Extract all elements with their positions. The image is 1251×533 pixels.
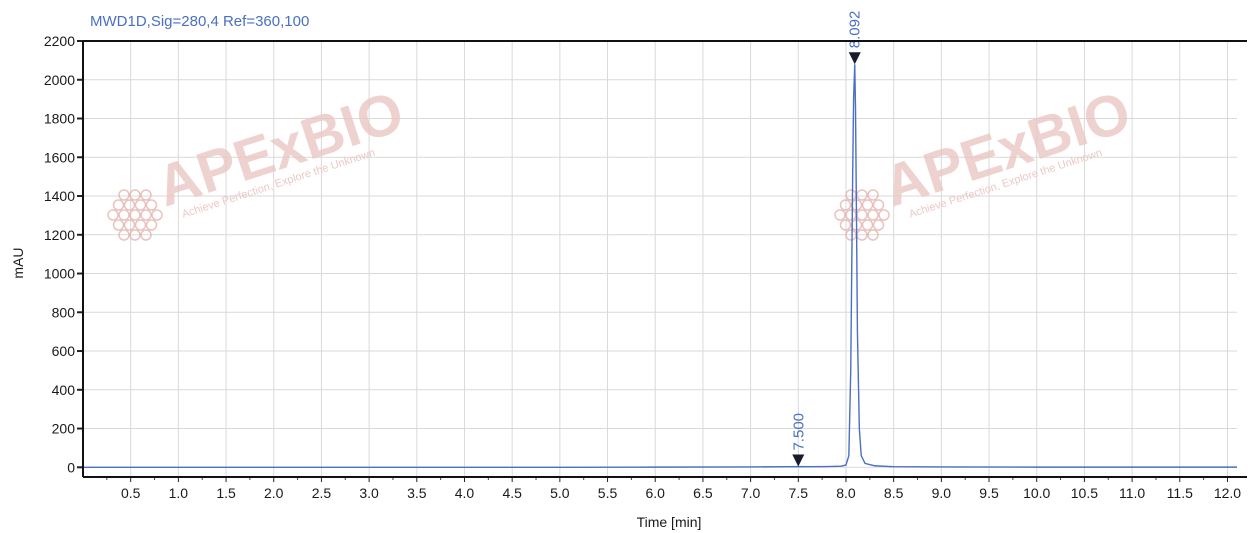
watermark-bead-icon — [112, 219, 125, 231]
watermark-bead-icon — [140, 209, 152, 221]
x-tick-label: 8.0 — [836, 485, 856, 501]
watermark-bead-icon — [845, 209, 857, 221]
x-tick-label: 1.5 — [216, 485, 236, 501]
watermark-bead-icon — [878, 209, 890, 221]
signal-title: MWD1D,Sig=280,4 Ref=360,100 — [90, 13, 309, 30]
peak-marker-icon — [848, 52, 861, 65]
watermark-bead-icon — [839, 219, 852, 231]
x-tick-label: 10.0 — [1023, 485, 1050, 501]
watermark-bead-icon — [123, 219, 136, 231]
y-tick-label: 2000 — [44, 72, 75, 88]
watermark-bead-icon — [867, 209, 879, 221]
x-tick-label: 6.0 — [645, 485, 665, 501]
trace-layer: 7.500 8.092 — [83, 11, 1237, 469]
watermark-bead-icon — [134, 199, 147, 211]
watermark-bead-icon — [834, 209, 846, 221]
watermark-bead-icon — [140, 189, 152, 201]
axes: 0.5 1.0 1.5 2.0 2.5 3.0 3.5 4.0 4.5 5.0 5.5 6.0 6.5 7… — [44, 33, 1247, 501]
watermark-bead-icon — [129, 189, 141, 201]
peak-marker-icon — [792, 454, 805, 467]
x-tick-label: 1.0 — [169, 485, 189, 501]
peak-label: 7.500 — [790, 413, 807, 451]
watermark-bead-icon — [118, 209, 130, 221]
watermark-bead-icon — [123, 199, 136, 211]
watermark-bead-icon — [872, 199, 885, 211]
x-axis-title: Time [min] — [637, 514, 702, 530]
x-tick-label: 3.0 — [359, 485, 379, 501]
watermark-bead-icon — [151, 209, 163, 221]
x-tick-label: 10.5 — [1071, 485, 1098, 501]
watermark-bead-icon — [129, 229, 141, 241]
x-tick-label: 12.0 — [1214, 485, 1241, 501]
watermark-bead-icon — [112, 199, 125, 211]
watermark-bead-icon — [867, 189, 879, 201]
y-tick-label: 0 — [67, 459, 75, 475]
x-tick-label: 11.5 — [1167, 485, 1193, 501]
watermark-bead-icon — [140, 229, 152, 241]
watermark-bead-icon — [145, 219, 158, 231]
x-tick-label: 2.0 — [264, 485, 284, 501]
x-tick-label: 5.0 — [550, 485, 570, 501]
x-tick-label: 2.5 — [312, 485, 332, 501]
peak-label: 8.092 — [847, 11, 864, 49]
signal-trace — [83, 64, 1237, 469]
x-tick-label: 8.5 — [884, 485, 904, 501]
watermark-bead-icon — [845, 189, 857, 201]
watermark-bead-icon — [861, 199, 874, 211]
watermark-bead-icon — [118, 189, 130, 201]
watermark-bead-icon — [107, 209, 119, 221]
x-tick-label: 4.5 — [502, 485, 522, 501]
x-tick-label: 6.5 — [693, 485, 713, 501]
x-tick-label: 4.0 — [455, 485, 475, 501]
watermark-bead-icon — [861, 219, 874, 231]
y-axis-title: mAU — [10, 247, 26, 278]
y-tick-label: 2200 — [44, 33, 75, 49]
y-tick-label: 1200 — [44, 227, 75, 243]
watermark-bead-icon — [872, 219, 885, 231]
y-tick-label: 400 — [52, 382, 76, 398]
watermark-bead-icon — [856, 209, 868, 221]
x-tick-label: 9.0 — [932, 485, 952, 501]
y-tick-label: 600 — [52, 343, 76, 359]
watermark-bead-icon — [134, 219, 147, 231]
x-tick-label: 9.5 — [979, 485, 999, 501]
watermark-bead-icon — [856, 189, 868, 201]
watermark-bead-icon — [129, 209, 141, 221]
watermark-bead-icon — [839, 199, 852, 211]
y-tick-label: 1400 — [44, 188, 75, 204]
x-tick-label: 0.5 — [121, 485, 141, 501]
x-tick-label: 3.5 — [407, 485, 427, 501]
watermark-bead-icon — [118, 229, 130, 241]
watermark-bead-icon — [867, 229, 879, 241]
y-tick-label: 800 — [52, 304, 76, 320]
y-tick-label: 1000 — [44, 266, 75, 282]
x-tick-label: 7.0 — [741, 485, 761, 501]
y-tick-label: 1800 — [44, 111, 75, 127]
x-tick-label: 5.5 — [598, 485, 618, 501]
y-tick-label: 200 — [52, 421, 76, 437]
x-tick-label: 7.5 — [789, 485, 809, 501]
x-tick-label: 11.0 — [1119, 485, 1145, 501]
y-tick-label: 1600 — [44, 149, 75, 165]
watermark-bead-icon — [145, 199, 158, 211]
